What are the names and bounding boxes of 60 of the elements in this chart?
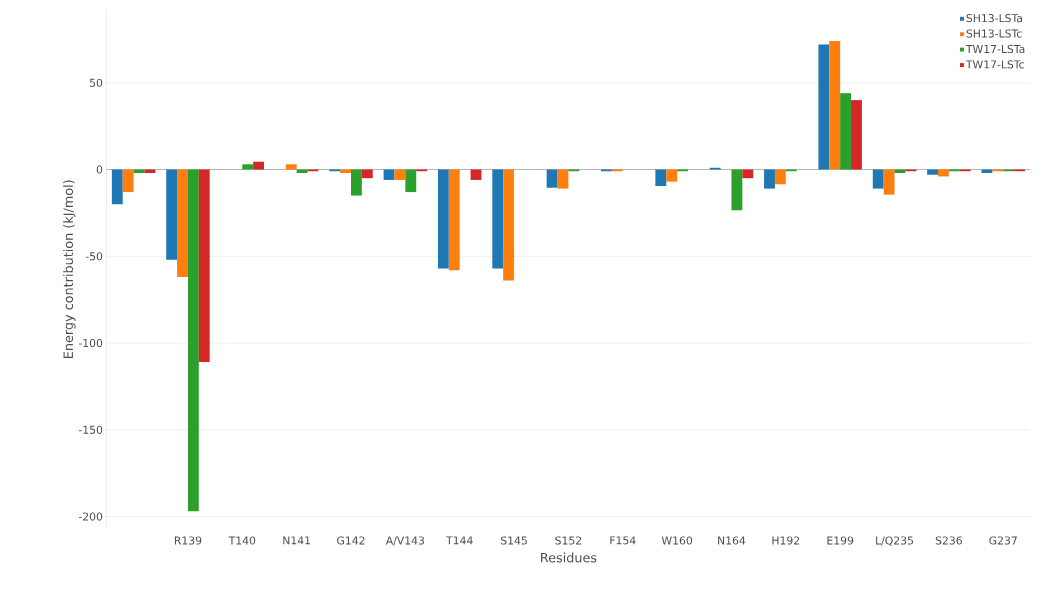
x-tick-label: S145	[500, 536, 527, 545]
x-tick-label: G142	[337, 536, 365, 545]
bar	[872, 169, 884, 189]
x-tick-label: S236	[935, 536, 962, 545]
y-tick-label: -50	[85, 252, 103, 261]
bar	[361, 169, 373, 179]
legend-label: SH13-LSTc	[966, 29, 1022, 38]
legend-label: TW17-LSTc	[965, 60, 1024, 69]
bar	[655, 169, 667, 187]
bar	[394, 169, 406, 180]
bar	[405, 169, 417, 193]
x-tick-label: W160	[661, 536, 693, 545]
bar	[242, 164, 254, 170]
y-tick-label: 0	[96, 165, 103, 174]
y-tick-label: -100	[78, 338, 103, 348]
x-tick-label: T140	[228, 536, 256, 545]
x-tick-label: H192	[772, 536, 800, 545]
bar	[448, 169, 460, 271]
legend-label: TW17-LSTa	[965, 44, 1025, 54]
bar	[198, 169, 210, 363]
x-tick-label: E199	[827, 536, 854, 545]
bar	[166, 169, 178, 260]
bar	[851, 100, 862, 170]
bar	[742, 169, 754, 179]
y-tick-label: -200	[78, 512, 103, 521]
x-tick-label: G237	[989, 536, 1017, 545]
x-tick-label: F154	[610, 536, 636, 545]
x-tick-label: L/Q235	[876, 536, 913, 546]
x-axis-title: Residues	[541, 552, 597, 563]
bar	[437, 169, 449, 269]
bar	[177, 169, 188, 278]
x-tick-label: N164	[718, 536, 746, 545]
x-tick-label: A/V143	[385, 536, 425, 546]
bar	[840, 93, 852, 170]
legend-label: SH13-LSTa	[966, 14, 1022, 23]
y-axis-title: Energy contribution (kJ/mol)	[63, 180, 76, 358]
bar	[351, 169, 362, 196]
bar	[503, 169, 515, 281]
bar	[187, 169, 199, 512]
bar	[546, 169, 558, 188]
y-tick-label: 50	[89, 78, 103, 87]
x-tick-label: S152	[555, 536, 582, 545]
bar	[927, 169, 938, 175]
x-tick-label: N141	[283, 536, 311, 545]
bar	[764, 169, 775, 189]
bar	[492, 169, 504, 269]
bar	[111, 169, 123, 205]
bar	[557, 169, 569, 189]
bar	[731, 169, 743, 211]
bar	[253, 161, 265, 170]
bar	[774, 169, 786, 185]
bar	[829, 41, 841, 170]
bar	[818, 44, 830, 170]
x-tick-label: T144	[446, 536, 473, 545]
x-tick-label: R139	[174, 536, 202, 545]
bar	[883, 169, 895, 195]
bar	[666, 169, 678, 182]
y-tick-label: -150	[78, 425, 103, 434]
bar	[122, 169, 134, 193]
bar	[285, 164, 297, 170]
